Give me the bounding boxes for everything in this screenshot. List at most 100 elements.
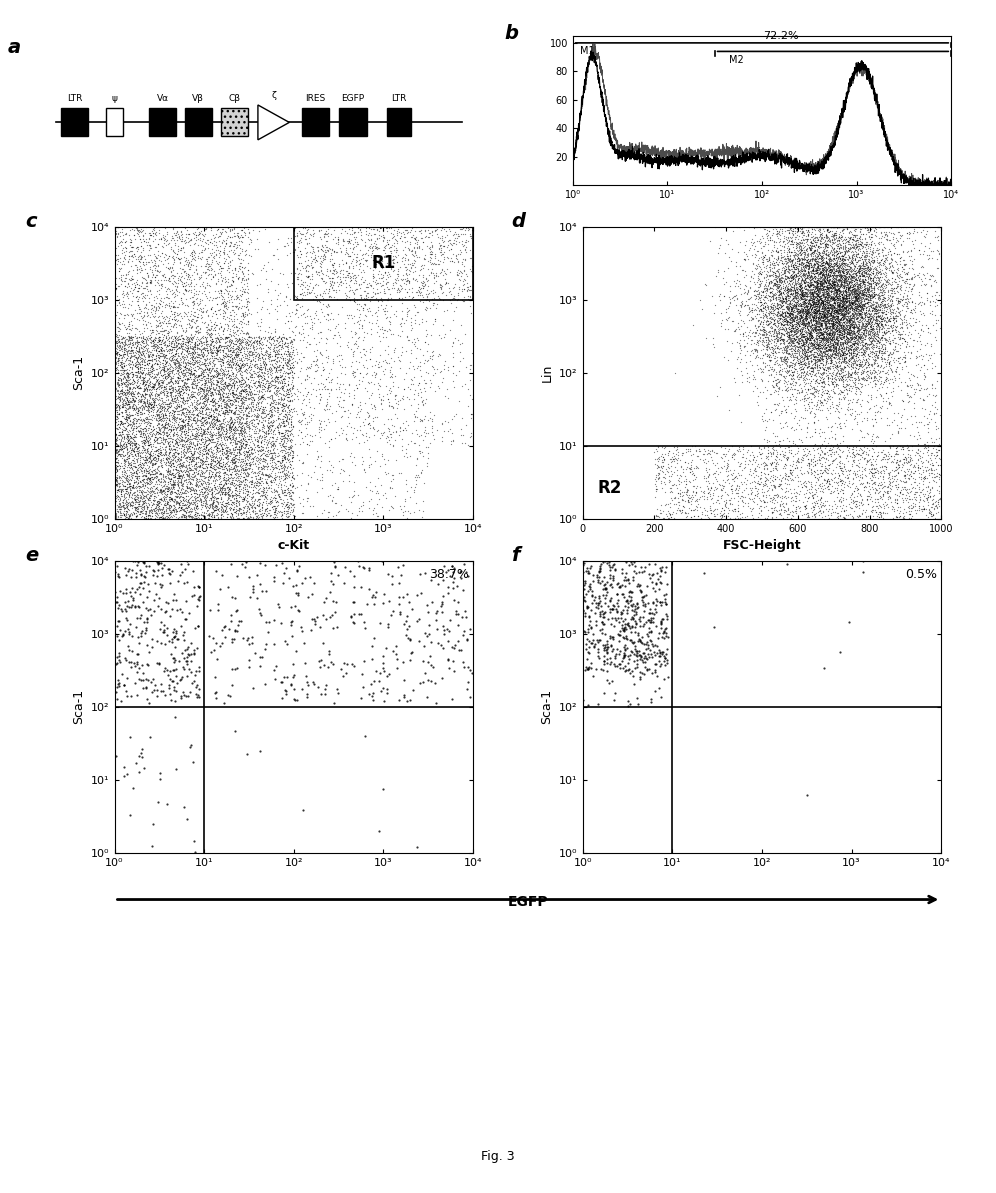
Point bbox=[927, 496, 943, 515]
Point bbox=[368, 503, 383, 523]
Point bbox=[158, 413, 174, 432]
Point bbox=[309, 356, 325, 375]
Point bbox=[125, 416, 141, 435]
Point bbox=[825, 330, 841, 350]
Point bbox=[797, 285, 813, 304]
Point bbox=[118, 360, 133, 379]
Point bbox=[200, 369, 216, 388]
Point bbox=[453, 282, 469, 301]
Point bbox=[865, 320, 880, 339]
Point bbox=[200, 455, 216, 474]
Point bbox=[768, 376, 784, 395]
Point bbox=[929, 372, 945, 391]
Point bbox=[133, 482, 149, 501]
Point bbox=[823, 217, 839, 236]
Point bbox=[726, 460, 742, 480]
Point bbox=[164, 333, 180, 352]
Point bbox=[761, 273, 777, 292]
Point bbox=[845, 235, 861, 254]
Point bbox=[208, 682, 224, 701]
Point bbox=[220, 493, 236, 512]
Point bbox=[132, 488, 148, 507]
Point bbox=[419, 334, 435, 353]
Point bbox=[288, 299, 304, 319]
Point bbox=[846, 474, 862, 493]
Point bbox=[828, 339, 844, 358]
Point bbox=[822, 293, 838, 313]
Point bbox=[231, 334, 247, 353]
Point bbox=[146, 375, 162, 394]
Point bbox=[248, 422, 264, 441]
Point bbox=[250, 414, 266, 433]
Point bbox=[124, 358, 140, 377]
Point bbox=[827, 341, 843, 360]
Point bbox=[775, 283, 791, 302]
Point bbox=[849, 271, 865, 290]
Point bbox=[827, 450, 843, 469]
Point bbox=[147, 447, 163, 466]
Point bbox=[221, 311, 237, 330]
Point bbox=[818, 338, 834, 357]
Point bbox=[411, 239, 427, 258]
Point bbox=[794, 330, 810, 350]
Point bbox=[872, 267, 888, 286]
Point bbox=[123, 339, 138, 358]
Point bbox=[284, 414, 300, 433]
Point bbox=[788, 372, 804, 391]
Point bbox=[821, 280, 837, 299]
Point bbox=[225, 508, 241, 527]
Point bbox=[892, 483, 908, 502]
Point bbox=[265, 437, 281, 456]
Point bbox=[209, 361, 225, 381]
Point bbox=[178, 480, 194, 499]
Point bbox=[680, 481, 696, 500]
Point bbox=[843, 292, 859, 311]
Point bbox=[132, 285, 148, 304]
Point bbox=[865, 264, 880, 283]
Point bbox=[274, 358, 290, 377]
Point bbox=[175, 657, 191, 676]
Point bbox=[245, 388, 261, 407]
Point bbox=[358, 364, 374, 383]
Point bbox=[761, 356, 777, 375]
Point bbox=[850, 363, 866, 382]
Point bbox=[789, 292, 805, 311]
Point bbox=[270, 336, 286, 356]
Point bbox=[118, 428, 133, 447]
Point bbox=[138, 636, 154, 655]
Point bbox=[803, 299, 819, 319]
Point bbox=[162, 471, 178, 490]
Point bbox=[815, 335, 831, 354]
Point bbox=[820, 298, 836, 317]
Point bbox=[181, 493, 197, 512]
Point bbox=[842, 302, 858, 321]
Point bbox=[108, 439, 124, 458]
Point bbox=[172, 487, 188, 506]
Point bbox=[834, 270, 850, 289]
Point bbox=[192, 356, 208, 375]
Point bbox=[363, 447, 378, 466]
Point bbox=[154, 372, 170, 391]
Point bbox=[119, 421, 134, 440]
Point bbox=[781, 217, 797, 236]
Point bbox=[204, 463, 220, 482]
Point bbox=[221, 400, 237, 419]
Point bbox=[315, 253, 331, 272]
Point bbox=[110, 329, 125, 348]
Point bbox=[865, 377, 880, 396]
Point bbox=[252, 360, 268, 379]
Point bbox=[218, 475, 234, 494]
Point bbox=[299, 267, 315, 286]
Point bbox=[210, 420, 226, 439]
Point bbox=[128, 335, 144, 354]
Point bbox=[842, 230, 858, 249]
Point bbox=[462, 248, 478, 267]
Point bbox=[846, 440, 862, 459]
Point bbox=[641, 648, 657, 667]
Point bbox=[174, 361, 190, 381]
Point bbox=[203, 474, 219, 493]
Point bbox=[199, 332, 215, 351]
Point bbox=[816, 307, 832, 326]
Point bbox=[198, 462, 214, 481]
Point bbox=[839, 345, 855, 364]
